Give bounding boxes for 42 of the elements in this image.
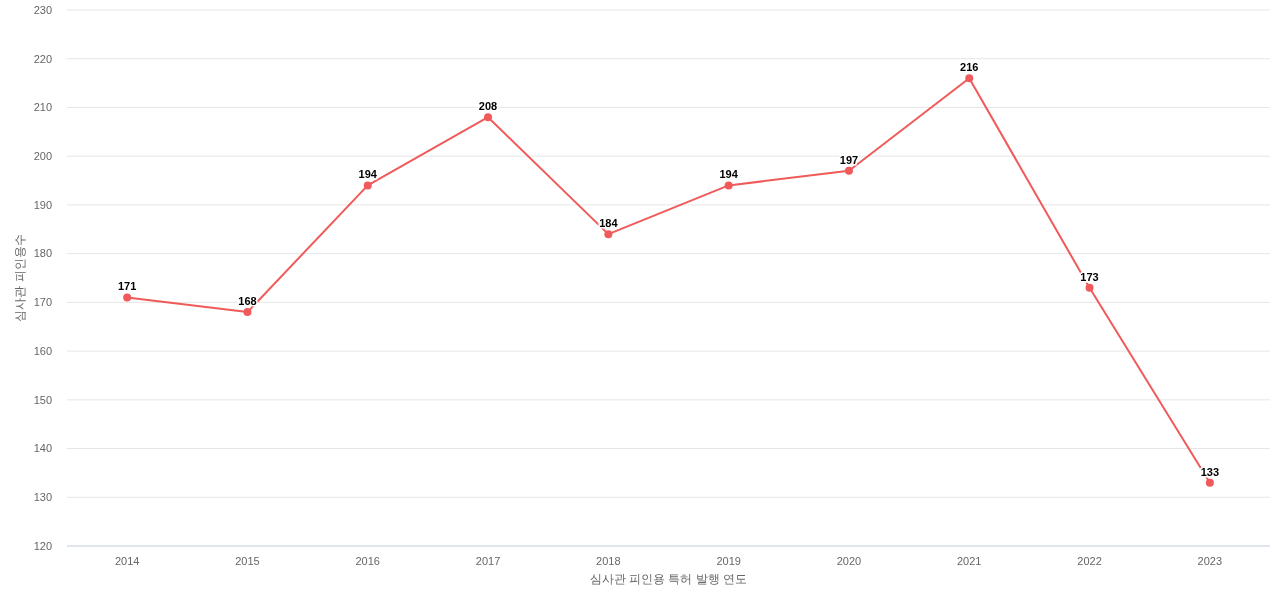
point — [965, 74, 974, 83]
y-tick-label: 140 — [33, 442, 52, 455]
y-tick-label: 160 — [33, 344, 52, 357]
y-tick-label: 200 — [33, 150, 52, 163]
y-tick-label: 230 — [33, 3, 52, 16]
point — [1205, 478, 1214, 487]
x-tick-label: 2021 — [957, 555, 982, 567]
y-tick-label: 180 — [33, 247, 52, 260]
y-tick-label: 220 — [33, 52, 52, 65]
y-tick-label: 150 — [33, 393, 52, 406]
x-tick-label: 2017 — [475, 555, 501, 567]
x-tick-label: 2015 — [235, 555, 260, 567]
data-label: 197 — [839, 153, 859, 166]
x-tick-label: 2022 — [1077, 555, 1102, 567]
x-tick-label: 2019 — [716, 555, 741, 567]
point — [604, 230, 613, 239]
x-tick-label: 2023 — [1197, 555, 1223, 567]
data-label: 208 — [478, 100, 498, 113]
x-tick-label: 2018 — [596, 555, 621, 567]
x-tick-label: 2016 — [355, 555, 380, 567]
data-label: 216 — [960, 61, 979, 74]
data-label: 194 — [719, 168, 739, 181]
y-tick-label: 130 — [33, 491, 52, 504]
data-label: 168 — [238, 295, 257, 308]
point — [123, 293, 132, 302]
data-label: 184 — [599, 217, 619, 230]
y-tick-label: 210 — [33, 101, 52, 114]
point — [724, 181, 733, 190]
point — [484, 113, 493, 122]
point — [844, 166, 853, 175]
data-label: 171 — [117, 280, 137, 293]
y-tick-label: 170 — [33, 296, 52, 309]
point — [1085, 283, 1094, 292]
point — [243, 308, 252, 317]
x-tick-label: 2014 — [114, 555, 140, 567]
data-label: 194 — [358, 168, 378, 181]
y-axis-title: 심사관 피인용수 — [13, 234, 27, 322]
y-tick-label: 120 — [33, 539, 52, 552]
y-tick-label: 190 — [33, 198, 52, 211]
x-tick-label: 2020 — [836, 555, 862, 567]
point — [363, 181, 372, 190]
x-axis-title: 심사관 피인용 특허 발행 연도 — [589, 572, 748, 586]
